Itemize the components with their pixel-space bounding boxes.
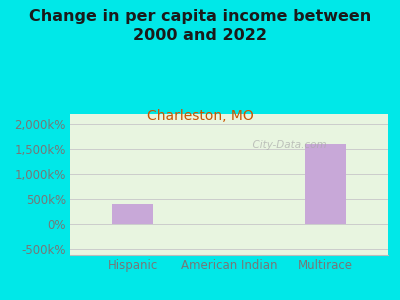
Bar	[112, 204, 153, 224]
Text: Charleston, MO: Charleston, MO	[147, 110, 253, 124]
Bar	[305, 144, 346, 224]
Text: City-Data.com: City-Data.com	[246, 140, 326, 150]
Text: Change in per capita income between
2000 and 2022: Change in per capita income between 2000…	[29, 9, 371, 43]
